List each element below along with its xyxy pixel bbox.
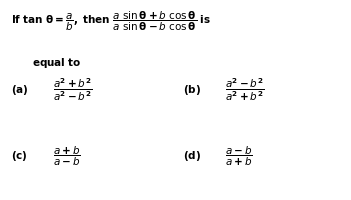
Text: $\mathbf{\dfrac{\mathit{a} - \mathit{b}}{\mathit{a} + \mathit{b}}}$: $\mathbf{\dfrac{\mathit{a} - \mathit{b}}… xyxy=(225,144,252,168)
Text: $\mathbf{(b)}$: $\mathbf{(b)}$ xyxy=(183,83,200,97)
Text: $\mathbf{(c)}$: $\mathbf{(c)}$ xyxy=(11,149,27,163)
Text: $\mathbf{If\ tan\ \theta = \dfrac{\mathit{a}}{\mathit{b}},\ then\ \dfrac{\mathit: $\mathbf{If\ tan\ \theta = \dfrac{\mathi… xyxy=(11,10,210,33)
Text: $\mathbf{\dfrac{\mathit{a} + \mathit{b}}{\mathit{a} - \mathit{b}}}$: $\mathbf{\dfrac{\mathit{a} + \mathit{b}}… xyxy=(53,144,80,168)
Text: $\mathbf{equal\ to}$: $\mathbf{equal\ to}$ xyxy=(32,56,81,70)
Text: $\mathbf{\dfrac{\mathit{a}^2 + \mathit{b}^2}{\mathit{a}^2 - \mathit{b}^2}}$: $\mathbf{\dfrac{\mathit{a}^2 + \mathit{b… xyxy=(53,77,92,103)
Text: $\mathbf{\dfrac{\mathit{a}^2 - \mathit{b}^2}{\mathit{a}^2 + \mathit{b}^2}}$: $\mathbf{\dfrac{\mathit{a}^2 - \mathit{b… xyxy=(225,77,264,103)
Text: $\mathbf{(d)}$: $\mathbf{(d)}$ xyxy=(183,149,200,163)
Text: $\mathbf{(a)}$: $\mathbf{(a)}$ xyxy=(11,83,28,97)
